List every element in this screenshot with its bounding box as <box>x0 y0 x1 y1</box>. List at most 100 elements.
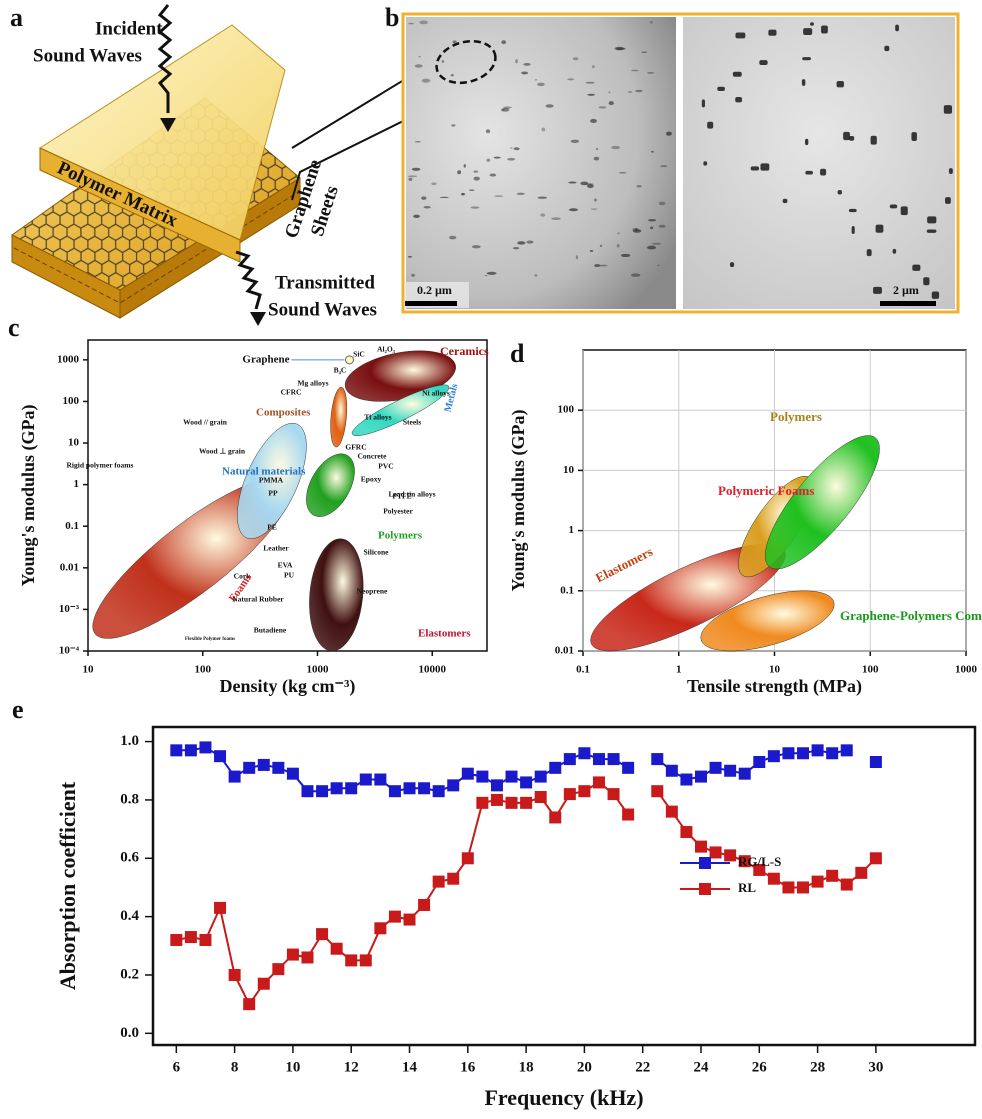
speck <box>408 178 412 181</box>
marker <box>331 943 343 955</box>
particle <box>821 26 828 34</box>
particle <box>733 72 742 77</box>
speck <box>542 128 546 132</box>
label: Incident <box>95 18 163 39</box>
y-tick-label: 1.0 <box>120 733 139 749</box>
annotation: PVC <box>378 462 393 471</box>
marker <box>753 756 765 768</box>
marker <box>476 797 488 809</box>
speck <box>576 255 578 259</box>
annotation: Cork <box>234 572 251 581</box>
particle <box>945 197 951 204</box>
region-label: Polymers <box>378 530 423 542</box>
marker <box>345 782 357 794</box>
x-tick-label: 26 <box>752 1059 768 1075</box>
speck <box>590 250 593 252</box>
particle <box>768 30 776 36</box>
speck <box>659 225 666 228</box>
speck <box>515 59 518 63</box>
marker <box>549 762 561 774</box>
marker <box>870 852 882 864</box>
y-tick-label: 10 <box>68 437 80 449</box>
marker <box>768 750 780 762</box>
marker <box>243 998 255 1010</box>
speck <box>621 254 630 257</box>
annotation: Lead tin alloys <box>388 490 435 499</box>
page: a Incident Sound Waves Polymer Matrix Gr… <box>0 0 982 1119</box>
marker <box>418 899 430 911</box>
marker <box>258 978 270 990</box>
marker <box>433 876 445 888</box>
speck <box>611 146 620 149</box>
y-tick-label: 0.0 <box>120 1025 139 1041</box>
speck <box>424 206 431 208</box>
particle <box>702 99 705 107</box>
x-tick-label: 16 <box>460 1059 476 1075</box>
marker <box>695 771 707 783</box>
y-tick-label: 0.2 <box>120 966 139 982</box>
speck <box>594 198 596 201</box>
x-axis-label: Frequency (kHz) <box>484 1085 643 1110</box>
speck <box>418 56 421 58</box>
annotation: Natural Rubber <box>232 595 284 604</box>
marker <box>185 931 197 943</box>
particle <box>717 87 725 91</box>
marker <box>680 774 692 786</box>
speck <box>415 64 423 67</box>
speck <box>501 108 505 111</box>
marker <box>710 762 722 774</box>
annotation: SiC <box>353 350 365 359</box>
annotation: Neoprene <box>357 587 388 596</box>
annotation: PMMA <box>259 476 284 485</box>
scale-bar <box>405 301 457 306</box>
region-label: Polymeric Foams <box>718 483 814 498</box>
marker <box>418 782 430 794</box>
speck <box>413 215 420 218</box>
speck <box>469 189 474 190</box>
particle <box>802 79 805 86</box>
marker <box>491 779 503 791</box>
annotation: GFRC <box>345 443 366 452</box>
particle <box>735 32 745 38</box>
x-tick-label: 6 <box>173 1059 181 1075</box>
annotation: B₄C <box>334 366 347 375</box>
marker <box>374 922 386 934</box>
particle <box>838 190 842 194</box>
particle <box>912 265 920 271</box>
annotation: Polyester <box>383 507 413 516</box>
speck <box>535 79 537 80</box>
panel-e: e6810121416182022242628300.00.20.40.60.8… <box>12 695 975 1110</box>
x-tick-label: 10 <box>769 664 781 676</box>
speck <box>419 21 428 25</box>
speck <box>412 168 420 171</box>
particle <box>852 226 855 234</box>
speck <box>587 94 595 96</box>
marker <box>520 797 532 809</box>
marker <box>301 785 313 797</box>
speck <box>473 171 478 173</box>
speck <box>513 247 519 249</box>
speck <box>486 158 490 161</box>
y-tick-label: 10 <box>563 464 575 476</box>
particle <box>873 287 882 294</box>
marker <box>651 785 663 797</box>
particle <box>820 169 826 176</box>
speck <box>494 157 501 159</box>
speck <box>507 158 515 161</box>
speck <box>521 71 528 74</box>
marker <box>593 753 605 765</box>
speck <box>651 151 654 153</box>
y-tick-label: 0.01 <box>60 561 79 573</box>
speck <box>408 256 412 258</box>
marker <box>185 744 197 756</box>
particle <box>923 277 929 285</box>
annotation: Rigid polymer foams <box>67 461 134 470</box>
speck <box>659 202 666 206</box>
marker <box>491 794 503 806</box>
speck <box>486 129 490 133</box>
speck <box>650 227 653 230</box>
marker <box>608 753 620 765</box>
x-tick-label: 18 <box>519 1059 534 1075</box>
marker <box>593 776 605 788</box>
speck <box>657 265 659 266</box>
